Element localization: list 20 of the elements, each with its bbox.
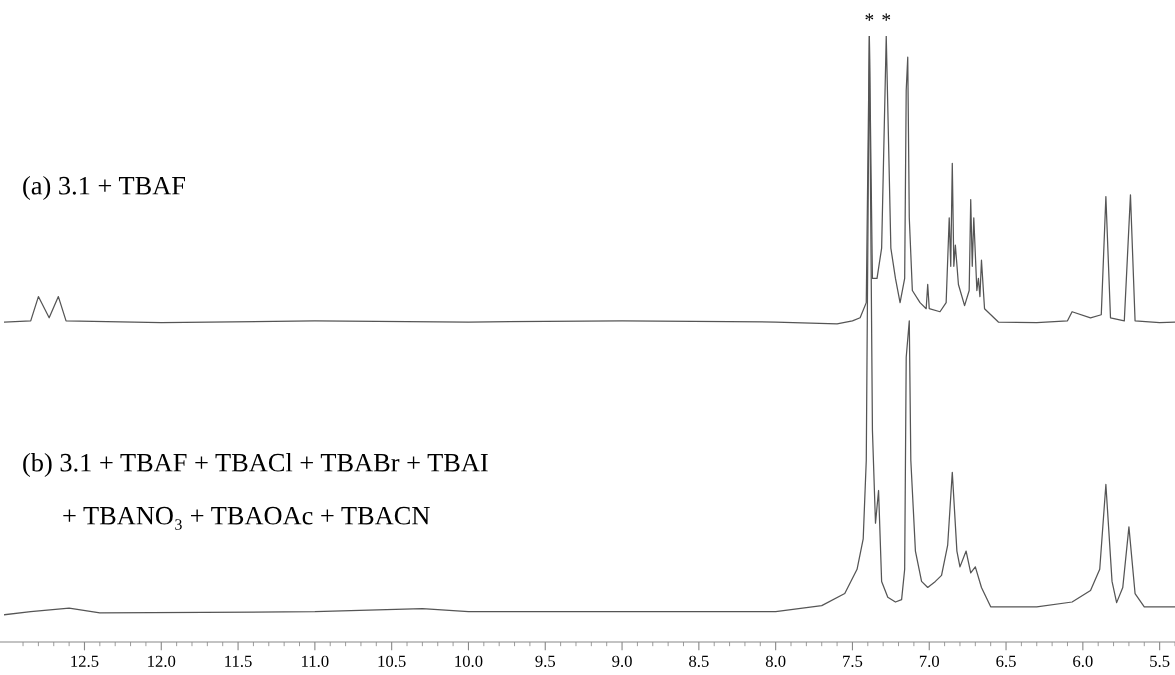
annotation: * [882, 13, 891, 21]
x-tick-label: 12.0 [148, 655, 176, 667]
x-tick-label: 9.0 [612, 655, 632, 667]
x-tick-label: 10.0 [455, 655, 483, 667]
annotation: + TBANO₃ + TBAOAc + TBACN [63, 506, 430, 530]
x-tick-label: 6.5 [996, 655, 1016, 667]
x-tick-label: 11.5 [225, 655, 252, 667]
x-tick-label: 12.5 [71, 655, 99, 667]
x-tick-label: 11.0 [302, 655, 329, 667]
x-tick-label: 5.5 [1150, 655, 1170, 667]
x-tick-label: 10.5 [378, 655, 406, 667]
annotation: (a) 3.1 + TBAF [23, 176, 185, 200]
x-tick-label: 9.5 [535, 655, 556, 667]
annotation: (b) 3.1 + TBAF + TBACl + TBABr + TBAI [23, 453, 488, 477]
x-tick-label: 8.0 [765, 655, 786, 667]
x-tick-label: 8.5 [689, 655, 709, 667]
x-tick-label: 7.5 [843, 655, 863, 667]
annotation: * [865, 13, 874, 21]
x-tick-label: 6.0 [1073, 655, 1093, 667]
x-tick-label: 7.0 [919, 655, 940, 667]
